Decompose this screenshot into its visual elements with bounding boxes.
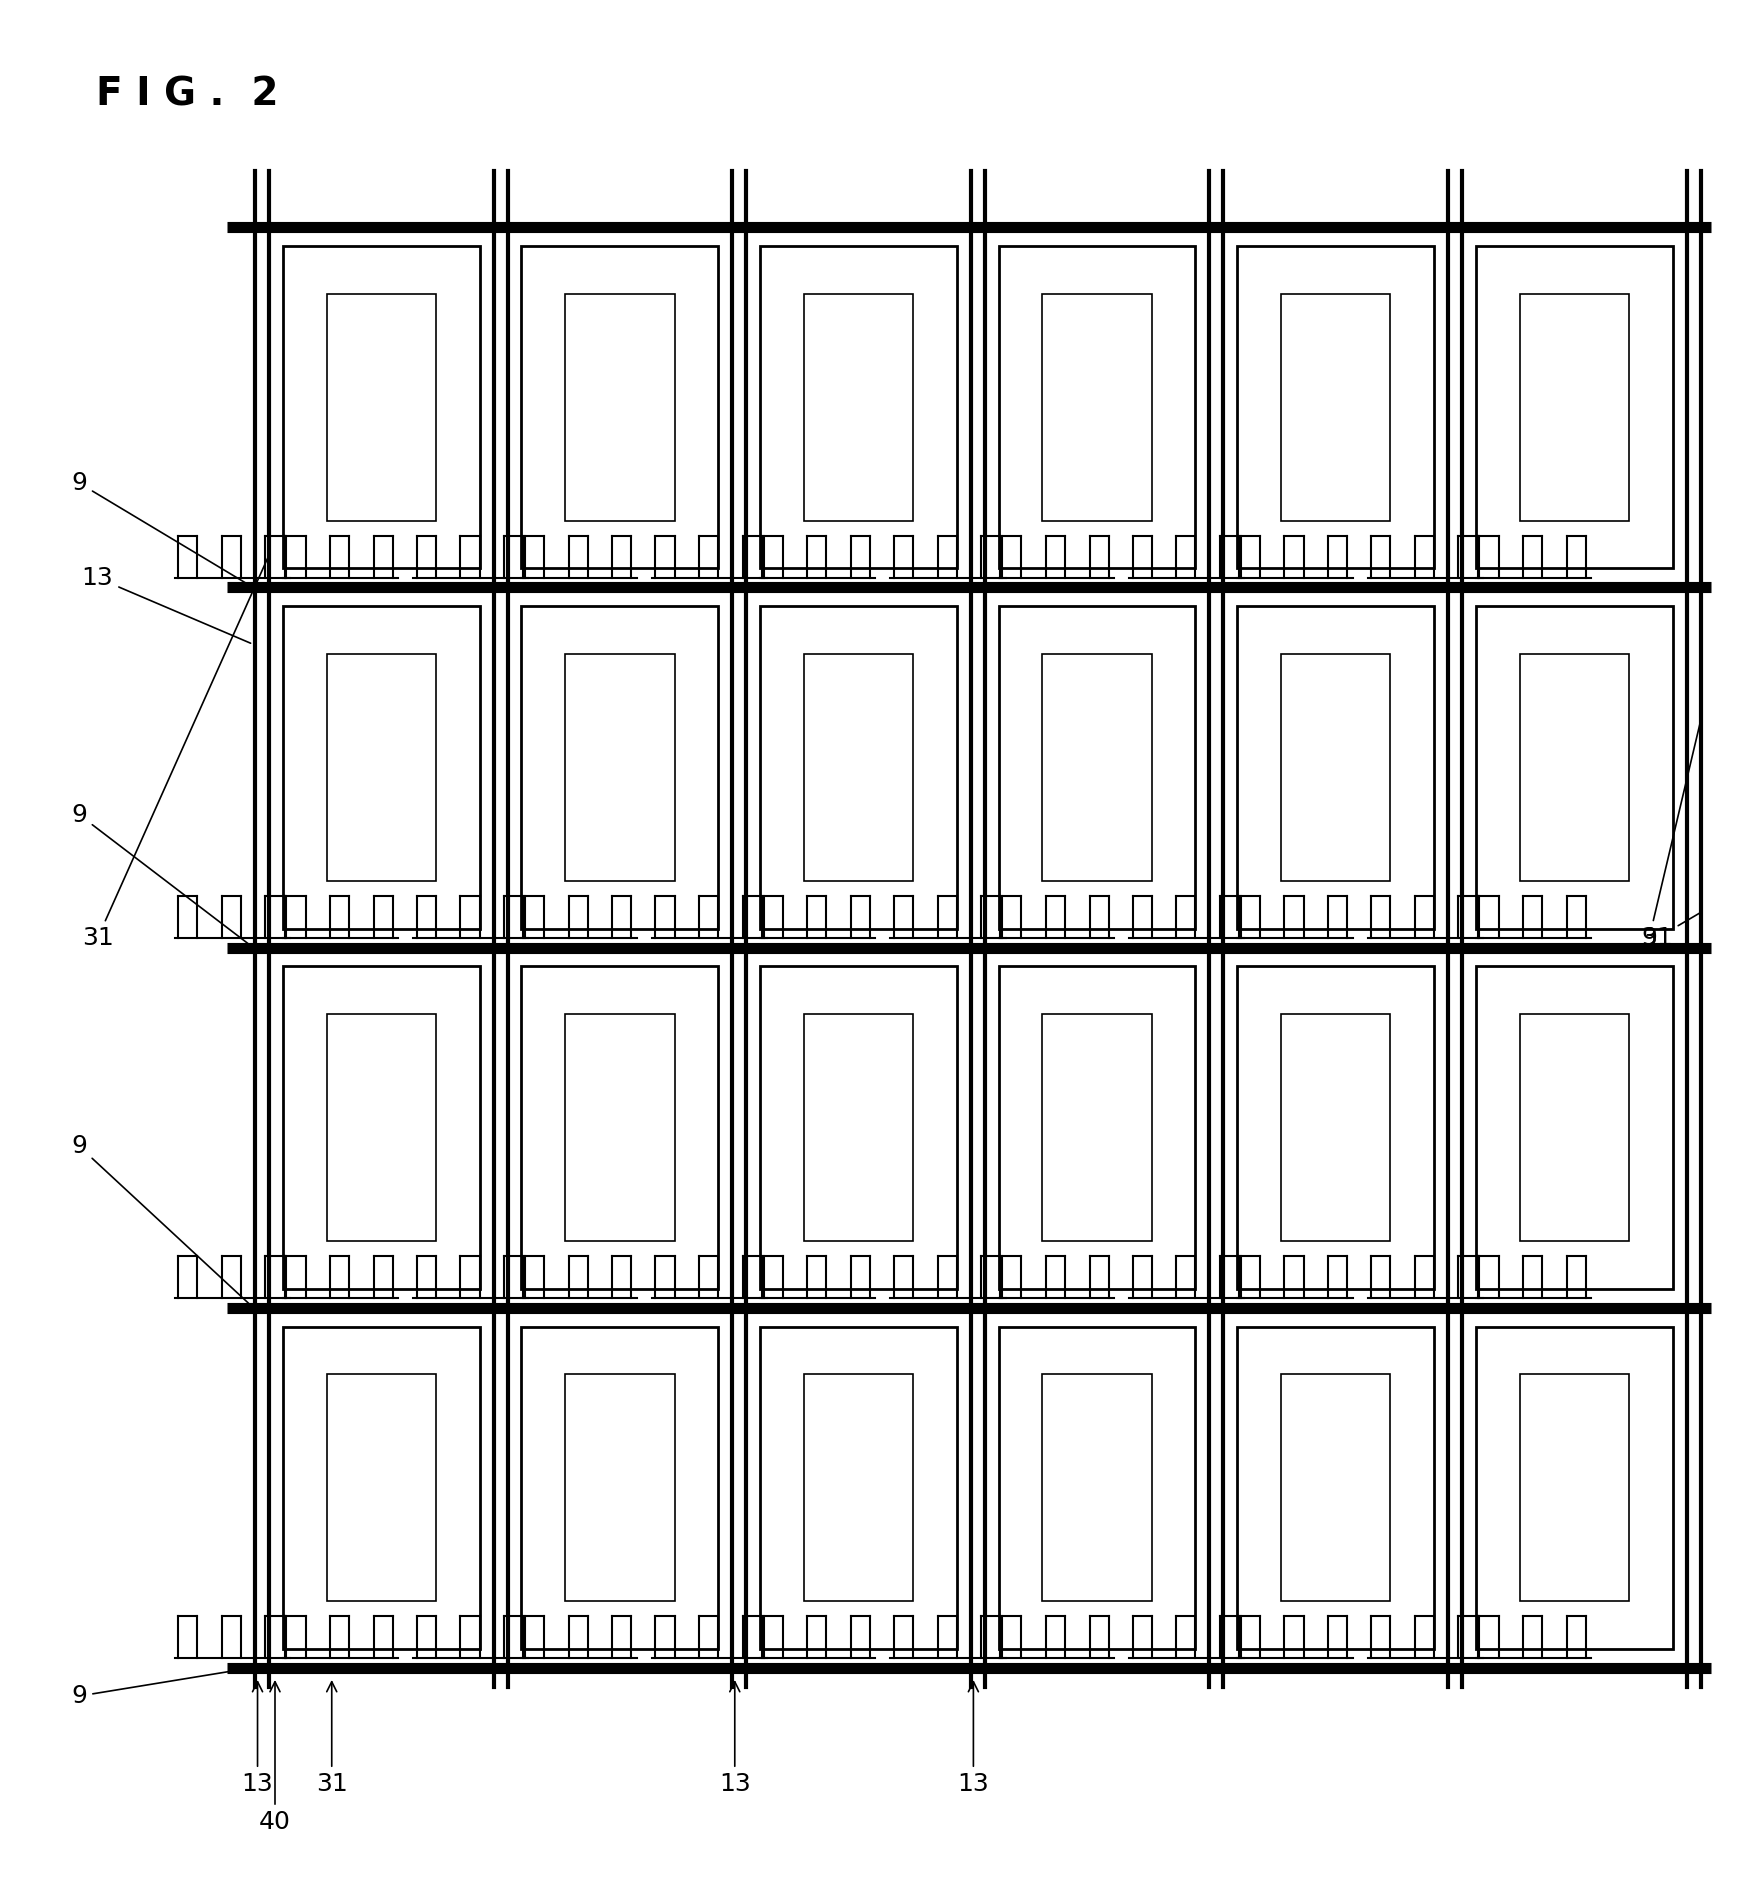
Bar (283, 606, 480, 929)
Bar (283, 966, 480, 1289)
Bar (803, 1014, 913, 1241)
Bar (327, 1374, 436, 1601)
Bar (999, 246, 1196, 568)
Bar (522, 246, 718, 568)
Bar (1238, 1326, 1433, 1649)
Bar (1238, 606, 1433, 929)
Bar (1238, 966, 1433, 1289)
Bar (1519, 294, 1629, 521)
Text: 31: 31 (82, 553, 269, 949)
Bar (999, 966, 1196, 1289)
Bar (522, 966, 718, 1289)
Text: 9: 9 (72, 803, 251, 946)
Bar (760, 606, 957, 929)
Bar (1475, 246, 1673, 568)
Bar (283, 1326, 480, 1649)
Bar (522, 606, 718, 929)
Bar (1282, 1374, 1390, 1601)
Text: 31: 31 (316, 1681, 347, 1796)
Text: 31: 31 (1641, 913, 1701, 949)
Bar (1519, 654, 1629, 881)
Bar (803, 294, 913, 521)
Text: F I G .  2: F I G . 2 (96, 76, 279, 114)
Bar (566, 294, 674, 521)
Bar (1042, 1374, 1152, 1601)
Bar (760, 1326, 957, 1649)
Bar (1042, 294, 1152, 521)
Bar (566, 1374, 674, 1601)
Bar (999, 606, 1196, 929)
Bar (1519, 1014, 1629, 1241)
Text: 13: 13 (719, 1681, 751, 1796)
Text: 13: 13 (241, 1681, 274, 1796)
Bar (1042, 654, 1152, 881)
Text: 9: 9 (1641, 716, 1702, 949)
Bar (327, 1014, 436, 1241)
Bar (1519, 1374, 1629, 1601)
Bar (760, 966, 957, 1289)
Bar (1475, 606, 1673, 929)
Bar (566, 654, 674, 881)
Bar (327, 294, 436, 521)
Bar (803, 654, 913, 881)
Text: 9: 9 (72, 1135, 251, 1306)
Bar (566, 1014, 674, 1241)
Bar (803, 1374, 913, 1601)
Bar (283, 246, 480, 568)
Bar (1282, 654, 1390, 881)
Bar (1282, 1014, 1390, 1241)
Bar (1042, 1014, 1152, 1241)
Bar (327, 654, 436, 881)
Text: 40: 40 (258, 1681, 292, 1834)
Bar (522, 1326, 718, 1649)
Bar (1238, 246, 1433, 568)
Bar (1475, 1326, 1673, 1649)
Text: 9: 9 (72, 472, 251, 586)
Text: 13: 13 (82, 567, 251, 642)
Text: 9: 9 (72, 1668, 250, 1707)
Bar (760, 246, 957, 568)
Text: 13: 13 (957, 1681, 990, 1796)
Bar (1475, 966, 1673, 1289)
Bar (1282, 294, 1390, 521)
Bar (999, 1326, 1196, 1649)
